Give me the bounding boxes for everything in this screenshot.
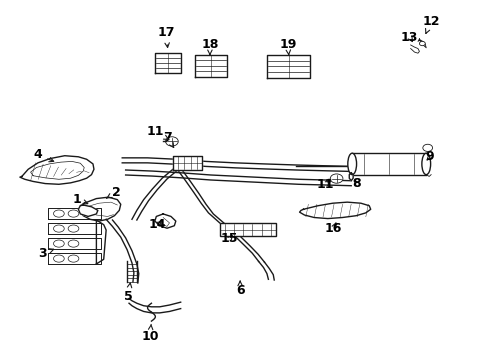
Polygon shape	[48, 238, 101, 249]
Text: 9: 9	[426, 150, 435, 163]
Polygon shape	[97, 220, 106, 264]
Polygon shape	[349, 173, 353, 181]
Text: 12: 12	[422, 14, 440, 33]
Text: 7: 7	[163, 131, 173, 148]
Text: 3: 3	[39, 247, 53, 260]
Polygon shape	[155, 53, 181, 73]
Polygon shape	[418, 39, 426, 48]
Polygon shape	[48, 208, 101, 219]
Polygon shape	[299, 202, 371, 219]
Polygon shape	[48, 223, 101, 234]
Text: 15: 15	[220, 233, 238, 246]
Ellipse shape	[53, 255, 64, 262]
Text: 8: 8	[353, 177, 361, 190]
Ellipse shape	[68, 240, 79, 247]
Ellipse shape	[68, 225, 79, 232]
Polygon shape	[48, 253, 101, 264]
Text: 2: 2	[106, 186, 120, 199]
Text: 11: 11	[317, 178, 334, 191]
Text: 6: 6	[236, 281, 245, 297]
Text: 1: 1	[73, 193, 88, 206]
Text: 11: 11	[146, 125, 169, 140]
Polygon shape	[20, 156, 94, 184]
Text: 17: 17	[157, 26, 175, 48]
Circle shape	[423, 144, 433, 152]
Text: 4: 4	[33, 148, 54, 162]
Polygon shape	[78, 205, 98, 216]
Polygon shape	[352, 153, 426, 175]
Ellipse shape	[53, 225, 64, 232]
Text: 16: 16	[325, 222, 343, 235]
Polygon shape	[79, 197, 121, 221]
Text: 10: 10	[141, 324, 159, 343]
Circle shape	[419, 41, 425, 46]
Circle shape	[166, 137, 178, 146]
Circle shape	[330, 174, 343, 183]
Polygon shape	[155, 214, 176, 228]
Polygon shape	[195, 55, 227, 77]
Text: 14: 14	[148, 218, 166, 231]
Ellipse shape	[348, 153, 357, 175]
Text: 18: 18	[201, 39, 219, 55]
Text: 19: 19	[279, 39, 296, 55]
Ellipse shape	[422, 153, 431, 175]
Ellipse shape	[68, 255, 79, 262]
Text: 13: 13	[401, 31, 418, 44]
Ellipse shape	[53, 210, 64, 217]
Ellipse shape	[68, 210, 79, 217]
Polygon shape	[268, 55, 310, 78]
Polygon shape	[173, 156, 202, 170]
Text: 5: 5	[123, 283, 132, 303]
Ellipse shape	[53, 240, 64, 247]
Bar	[220, 223, 276, 237]
